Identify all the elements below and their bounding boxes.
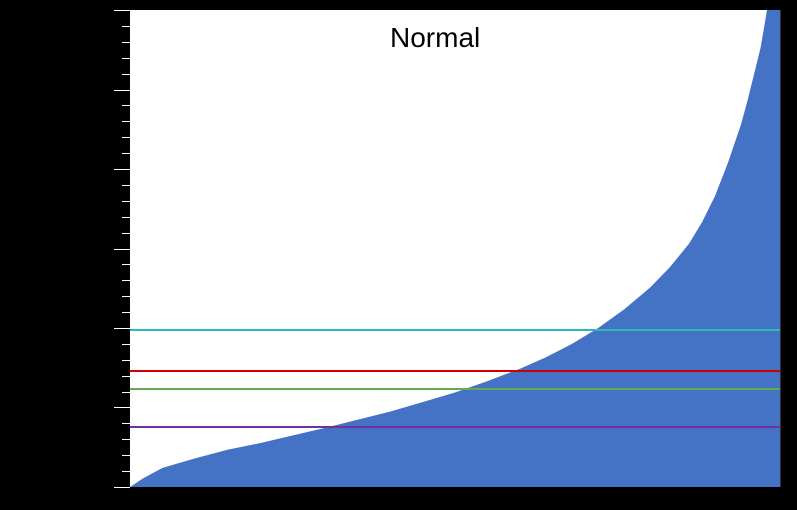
y-tick-minor	[122, 26, 130, 27]
chart-title: Normal	[390, 22, 480, 54]
y-tick-minor	[122, 121, 130, 122]
chart-stage: Normal	[0, 0, 797, 510]
y-tick-minor	[122, 360, 130, 361]
area-svg	[130, 10, 780, 487]
hline-purple	[130, 426, 780, 428]
y-axis-minor-ticks	[122, 10, 130, 487]
y-tick-minor	[122, 296, 130, 297]
y-tick-minor	[122, 153, 130, 154]
y-tick-minor	[122, 312, 130, 313]
y-tick-minor	[122, 185, 130, 186]
y-tick-minor	[122, 423, 130, 424]
y-tick-minor	[122, 376, 130, 377]
y-tick-minor	[122, 264, 130, 265]
area-fill	[130, 10, 780, 487]
hline-red	[130, 370, 780, 372]
y-tick-minor	[122, 280, 130, 281]
y-tick-minor	[122, 233, 130, 234]
y-tick-minor	[122, 471, 130, 472]
y-tick-minor	[122, 58, 130, 59]
y-tick-major	[114, 487, 130, 488]
y-tick-minor	[122, 392, 130, 393]
hline-cyan	[130, 329, 780, 331]
y-tick-minor	[122, 42, 130, 43]
y-tick-minor	[122, 217, 130, 218]
plot-area: Normal	[130, 10, 781, 487]
y-tick-minor	[122, 105, 130, 106]
y-tick-minor	[122, 344, 130, 345]
y-tick-minor	[122, 439, 130, 440]
y-tick-minor	[122, 201, 130, 202]
hline-green	[130, 388, 780, 390]
y-tick-minor	[122, 455, 130, 456]
y-tick-minor	[122, 137, 130, 138]
y-tick-minor	[122, 74, 130, 75]
